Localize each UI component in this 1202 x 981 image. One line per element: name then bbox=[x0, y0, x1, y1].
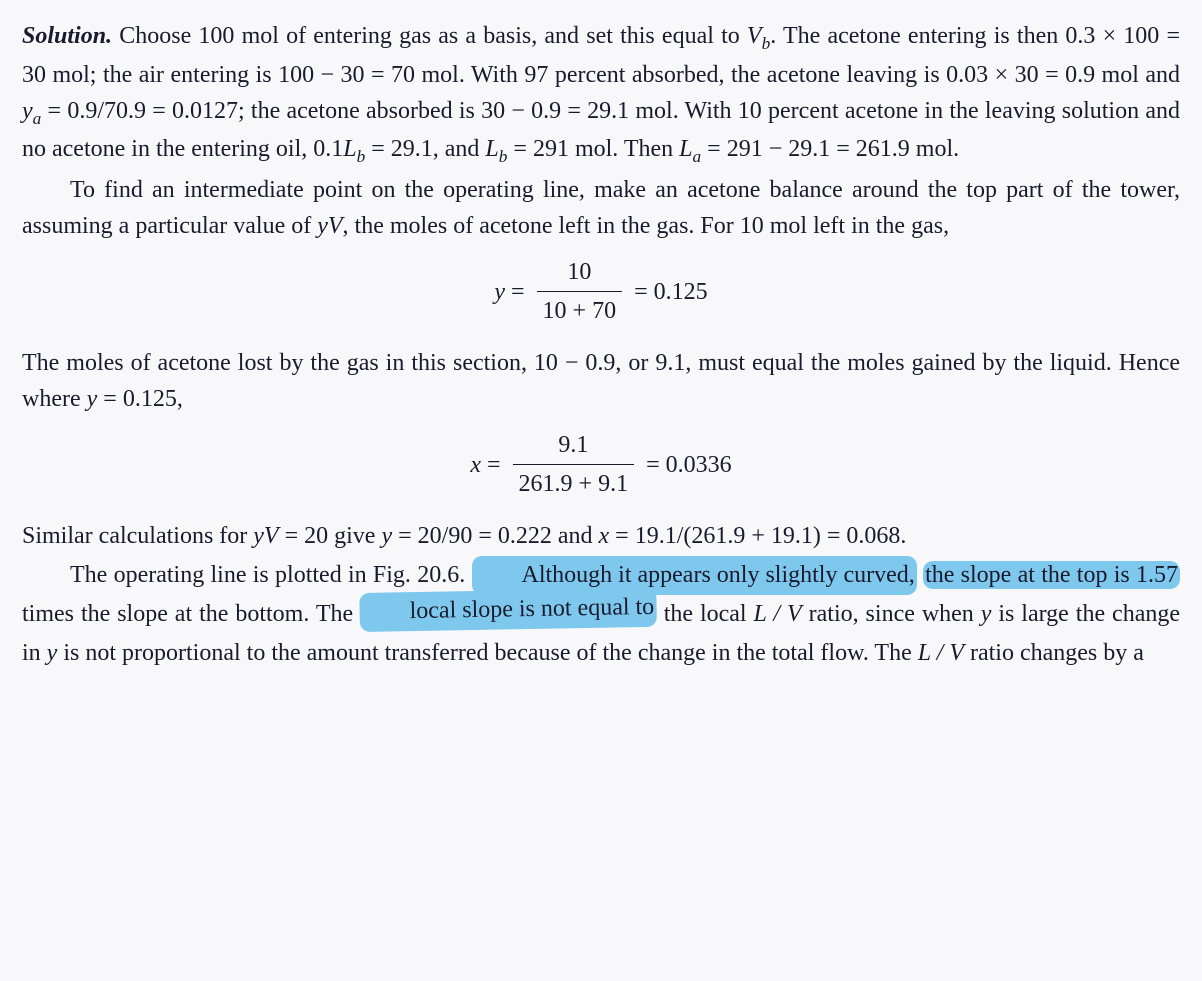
eq1-denominator: 10 + 70 bbox=[537, 292, 623, 329]
paragraph-5: The operating line is plotted in Fig. 20… bbox=[22, 556, 1180, 672]
eq1-fraction: 1010 + 70 bbox=[537, 254, 623, 329]
eq2-fraction: 9.1261.9 + 9.1 bbox=[513, 427, 635, 502]
paragraph-3: The moles of acetone lost by the gas in … bbox=[22, 345, 1180, 417]
paragraph-1: Solution. Choose 100 mol of entering gas… bbox=[22, 18, 1180, 170]
p5-text-g: ratio changes by a bbox=[964, 640, 1144, 666]
p1-text-a: Choose 100 mol of entering gas as a basi… bbox=[112, 23, 747, 49]
p5-between: times the slope at the bottom. The bbox=[22, 601, 360, 627]
highlight-2: the slope at the top is 1.57 bbox=[923, 561, 1180, 589]
highlight-3: local slope is not equal to bbox=[359, 588, 656, 632]
solution-label: Solution. bbox=[22, 23, 112, 49]
p1-text-f: = 291 − 29.1 = 261.9 mol. bbox=[701, 136, 959, 162]
p2-text-b: , the moles of acetone left in the gas. … bbox=[343, 213, 950, 239]
equation-1: y = 1010 + 70 = 0.125 bbox=[22, 256, 1180, 331]
p3-text-a: The moles of acetone lost by the gas in … bbox=[22, 350, 1180, 412]
eq2-rhs: = 0.0336 bbox=[640, 452, 732, 478]
var-LV2: L / V bbox=[918, 640, 964, 666]
var-Lb2: Lb bbox=[485, 136, 507, 162]
p5-text-a: The operating line is plotted in Fig. 20… bbox=[70, 562, 472, 588]
var-La: La bbox=[679, 136, 701, 162]
var-y-p3: y bbox=[87, 386, 98, 412]
var-Lb: Lb bbox=[343, 136, 365, 162]
var-Vb: Vb bbox=[747, 23, 770, 49]
var-ya: ya bbox=[22, 98, 41, 124]
p4-text-d: = 19.1/(261.9 + 19.1) = 0.068. bbox=[609, 523, 906, 549]
var-y2-p5: y bbox=[47, 640, 58, 666]
var-LV: L / V bbox=[754, 601, 802, 627]
eq1-lhs: y bbox=[494, 279, 505, 305]
paragraph-2: To find an intermediate point on the ope… bbox=[22, 172, 1180, 244]
p4-text-a: Similar calculations for bbox=[22, 523, 253, 549]
eq2-equals-1: = bbox=[481, 452, 507, 478]
var-x-p4: x bbox=[599, 523, 610, 549]
var-yV-p4: yV bbox=[253, 523, 278, 549]
var-yV: yV bbox=[317, 213, 342, 239]
p5-text-d: ratio, since when bbox=[802, 601, 981, 627]
p4-text-b: = 20 give bbox=[279, 523, 382, 549]
var-y-p5: y bbox=[981, 601, 992, 627]
p5-text-f: is not proportional to the amount transf… bbox=[57, 640, 917, 666]
eq1-equals-1: = bbox=[505, 279, 531, 305]
p1-text-e: = 291 mol. Then bbox=[507, 136, 679, 162]
textbook-page: Solution. Choose 100 mol of entering gas… bbox=[22, 18, 1180, 672]
eq1-numerator: 10 bbox=[537, 254, 623, 292]
eq2-lhs: x bbox=[470, 452, 481, 478]
p3-text-b: = 0.125, bbox=[97, 386, 183, 412]
paragraph-4: Similar calculations for yV = 20 give y … bbox=[22, 518, 1180, 554]
eq2-denominator: 261.9 + 9.1 bbox=[513, 465, 635, 502]
p5-text-c: the local bbox=[657, 601, 754, 627]
equation-2: x = 9.1261.9 + 9.1 = 0.0336 bbox=[22, 429, 1180, 504]
p4-text-c: = 20/90 = 0.222 and bbox=[392, 523, 598, 549]
var-y-p4: y bbox=[381, 523, 392, 549]
eq1-rhs: = 0.125 bbox=[628, 279, 708, 305]
eq2-numerator: 9.1 bbox=[513, 427, 635, 465]
p1-text-d: = 29.1, and bbox=[365, 136, 485, 162]
